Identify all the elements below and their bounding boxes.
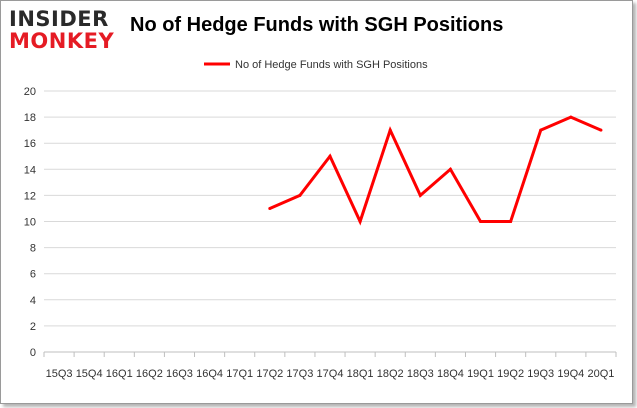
data-point — [448, 167, 452, 171]
data-point — [268, 206, 272, 210]
y-tick-label: 18 — [24, 112, 36, 124]
data-point — [569, 115, 573, 119]
series-line — [269, 115, 602, 226]
data-point — [539, 128, 543, 132]
x-tick-label: 18Q2 — [377, 368, 404, 380]
x-tick-label: 17Q2 — [256, 368, 283, 380]
data-point — [479, 220, 483, 223]
y-tick-label: 8 — [30, 243, 36, 255]
insider-monkey-logo: INSIDER MONKEY — [9, 8, 117, 54]
y-tick-label: 14 — [24, 164, 36, 176]
data-point — [509, 220, 513, 223]
chart-title: No of Hedge Funds with SGH Positions — [130, 14, 504, 36]
data-point — [599, 128, 603, 132]
x-tick-label: 15Q3 — [46, 368, 73, 380]
x-tick-label: 18Q1 — [347, 368, 374, 380]
x-tick-label: 16Q4 — [196, 368, 223, 380]
y-tick-label: 20 — [24, 86, 36, 98]
logo-text-monkey: MONKEY — [9, 29, 115, 53]
data-point — [298, 193, 302, 197]
x-tick-label: 19Q1 — [467, 368, 494, 380]
data-point — [328, 154, 332, 158]
x-tick-label: 19Q2 — [497, 368, 524, 380]
y-tick-label: 10 — [24, 217, 36, 229]
data-point — [358, 220, 362, 223]
y-tick-label: 12 — [24, 190, 36, 202]
x-tick-label: 16Q2 — [136, 368, 163, 380]
x-tick-label: 19Q3 — [527, 368, 554, 380]
legend-label: No of Hedge Funds with SGH Positions — [235, 59, 428, 71]
x-tick-label: 15Q4 — [76, 368, 103, 380]
x-tick-label: 17Q1 — [226, 368, 253, 380]
logo-text-insider: INSIDER — [9, 7, 109, 31]
y-tick-label: 2 — [30, 321, 36, 333]
x-tick-label: 17Q4 — [317, 368, 344, 380]
x-tick-label: 17Q3 — [286, 368, 313, 380]
x-tick-label: 16Q1 — [106, 368, 133, 380]
y-tick-label: 6 — [30, 269, 36, 281]
x-tick-label: 16Q3 — [166, 368, 193, 380]
data-point — [388, 128, 392, 132]
x-tick-label: 20Q1 — [587, 368, 614, 380]
y-tick-label: 4 — [30, 295, 36, 307]
x-tick-label: 18Q4 — [437, 368, 464, 380]
data-point — [418, 193, 422, 197]
y-tick-label: 0 — [30, 347, 36, 359]
x-tick-label: 18Q3 — [407, 368, 434, 380]
y-tick-label: 16 — [24, 138, 36, 150]
x-tick-label: 19Q4 — [557, 368, 584, 380]
